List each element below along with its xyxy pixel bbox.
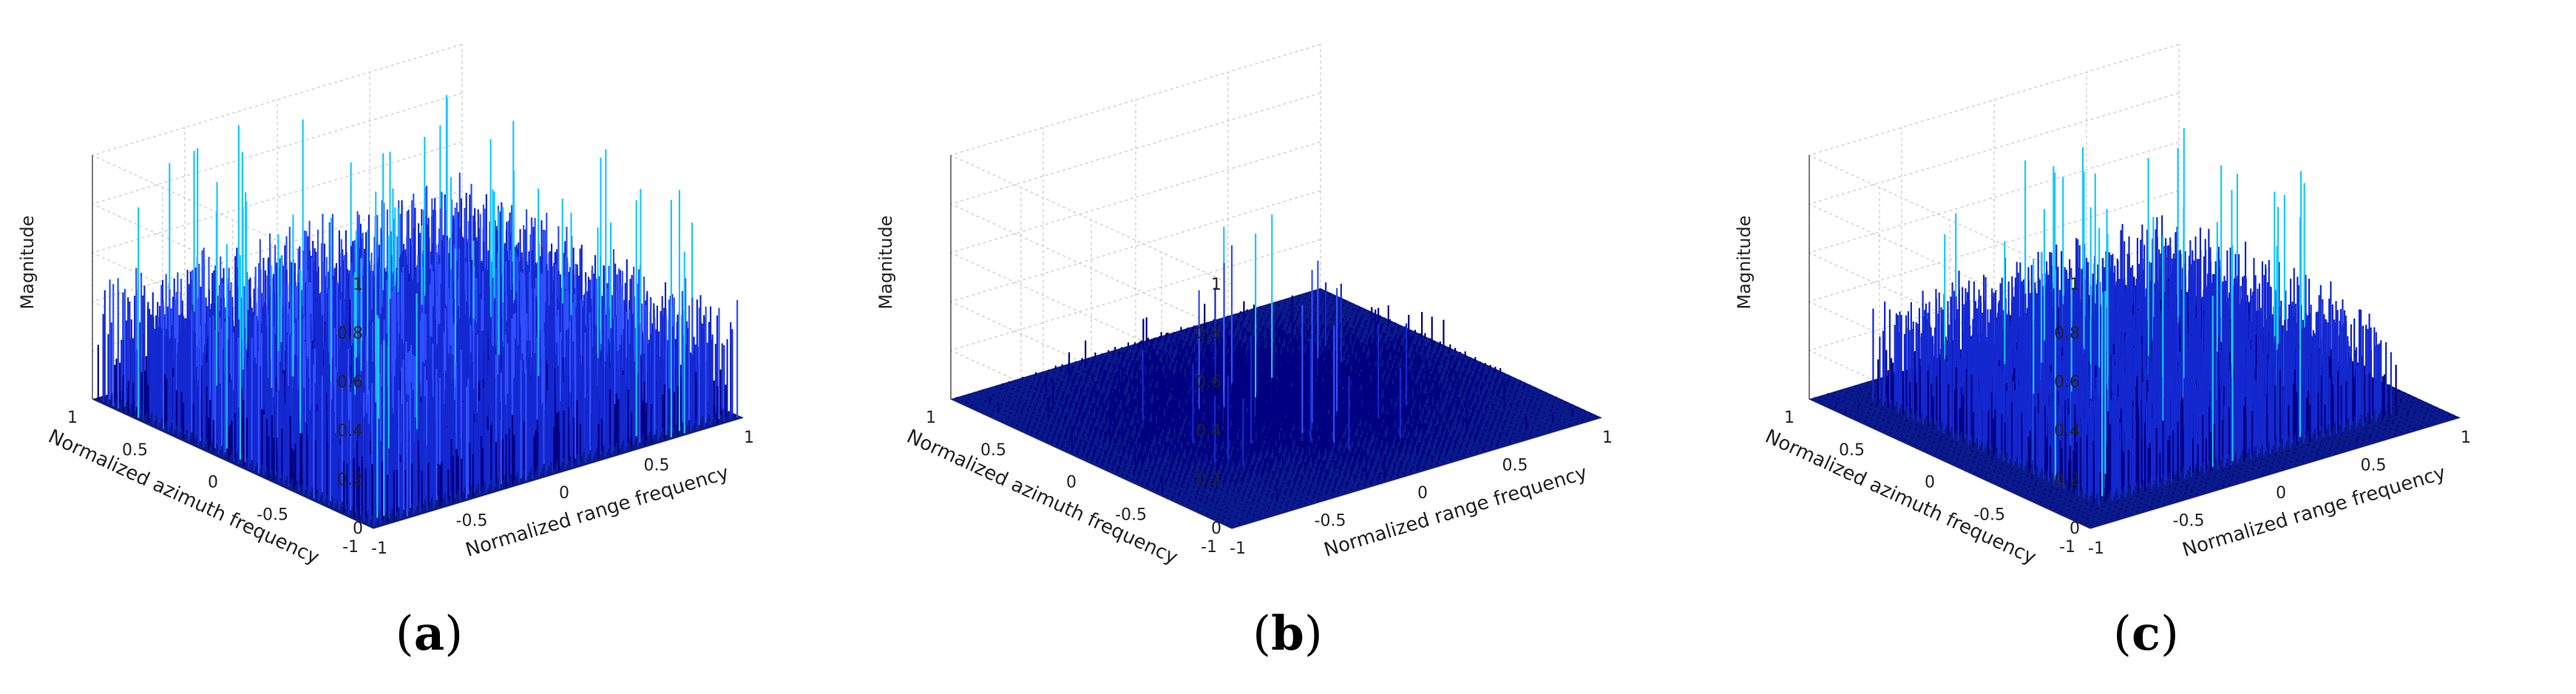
x-tick-label: 0: [559, 484, 569, 503]
panel-a: 0 0.2 0.4 0.6 0.8 1 -1 -0.5 0 0.5 1 1 0.5 0 -0.5 -1 Magn…: [0, 0, 858, 694]
z-tick-label: 0.8: [337, 324, 363, 343]
surface: [951, 214, 1601, 528]
surface: [92, 95, 743, 528]
z-tick-label: 1: [353, 276, 363, 294]
x-tick-label: 0.5: [644, 457, 670, 475]
z-tick-label: 0.4: [337, 422, 363, 440]
panel-label-a: (a): [395, 606, 464, 661]
x-tick-label: -0.5: [456, 512, 488, 531]
y-tick-label: 1: [67, 409, 78, 427]
x-tick-label: -1: [371, 540, 387, 558]
z-tick-label: 0.2: [337, 471, 363, 489]
y-tick-label: -1: [342, 538, 359, 557]
y-tick-label: -0.5: [257, 506, 288, 524]
z-axis-label: Magnitude: [17, 215, 38, 309]
floor-grid-line: [950, 288, 1321, 400]
surface-plot-b: 00.20.40.60.81-1-0.500.5110.50-0.5-1Magn…: [875, 44, 1613, 569]
z-tick-label: 0: [353, 520, 363, 538]
z-tick-label: 0.6: [337, 373, 363, 392]
panel-b: 0 0.2 0.4 0.6 0.8 1 -1 -0.5 0 0.5 1 1 0.5 0 -0.5 -1 Magn…: [858, 0, 1717, 694]
y-tick-label: 0: [208, 474, 218, 492]
x-tick-label: 1: [744, 429, 754, 447]
y-tick-label: 0.5: [122, 441, 148, 460]
surface-plot-a: 0 0.2 0.4 0.6 0.8 1 -1 -0.5 0 0.5 1 1 0.5 0 -0.5 -1 Magn…: [17, 44, 754, 569]
